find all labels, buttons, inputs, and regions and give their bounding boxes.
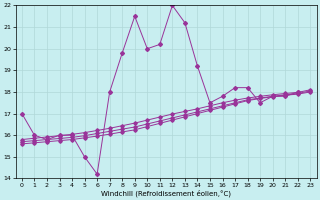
X-axis label: Windchill (Refroidissement éolien,°C): Windchill (Refroidissement éolien,°C): [101, 189, 231, 197]
